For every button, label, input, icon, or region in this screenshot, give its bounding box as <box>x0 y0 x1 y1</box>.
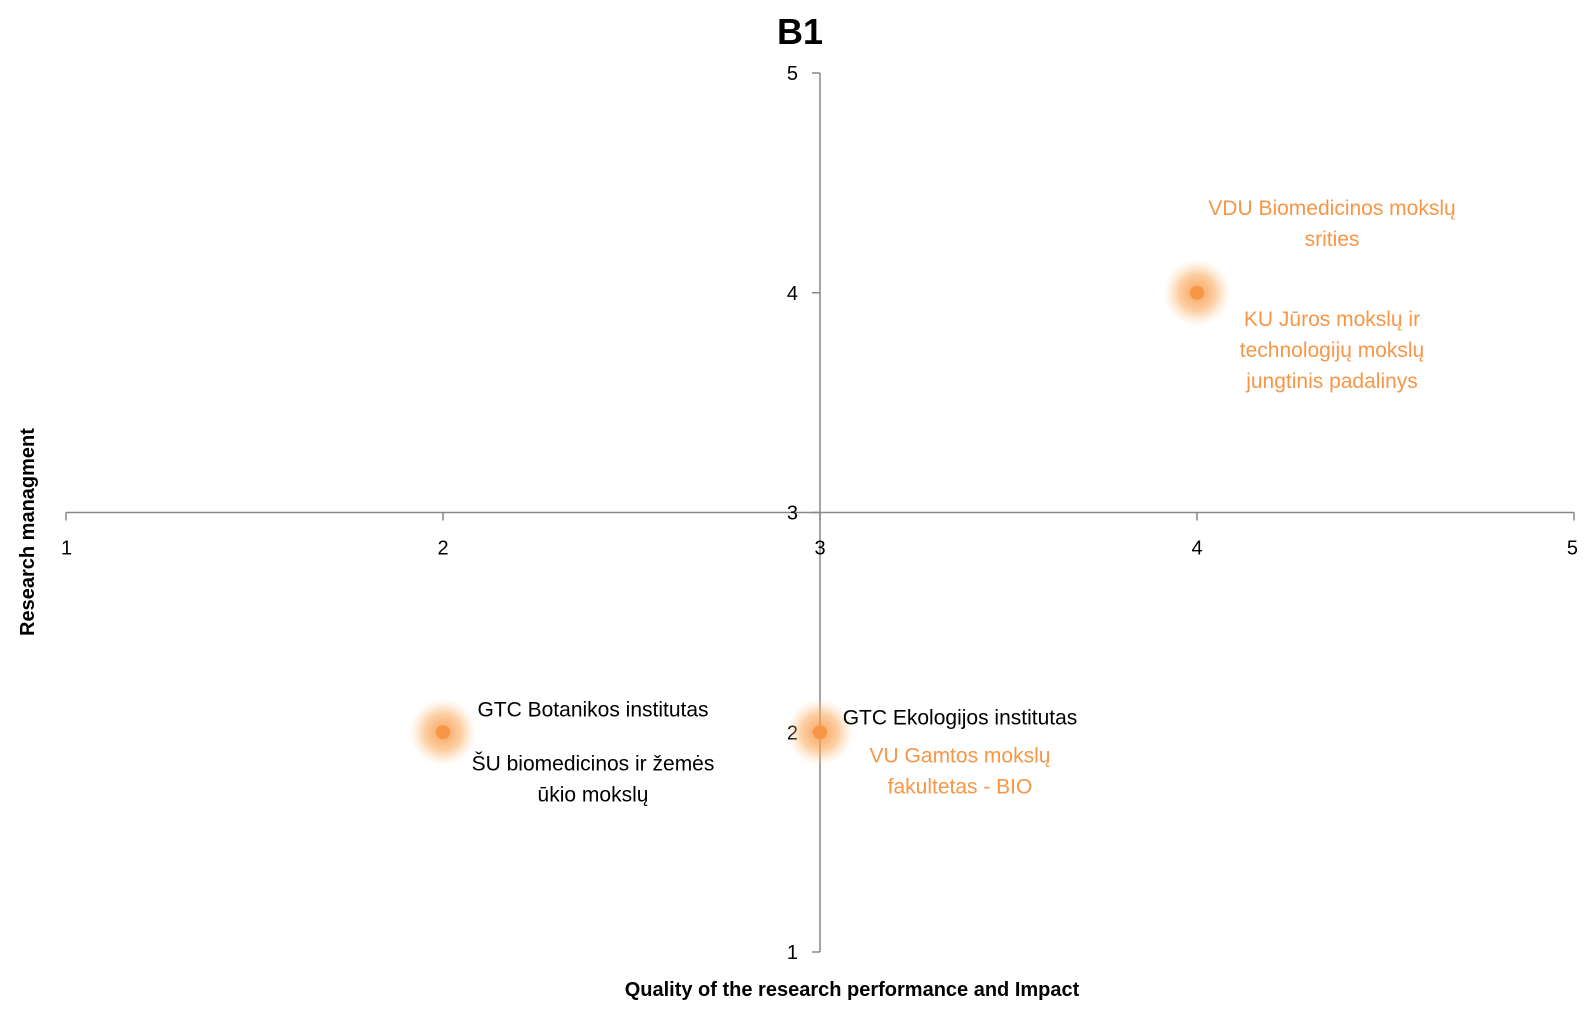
x-tick-label: 5 <box>1567 538 1578 560</box>
y-tick-label: 1 <box>787 942 798 964</box>
y-tick-label: 4 <box>787 283 798 305</box>
x-tick-label: 2 <box>437 538 448 560</box>
x-tick-label: 4 <box>1191 538 1202 560</box>
y-tick-label: 3 <box>787 503 798 525</box>
chart-title: B1 <box>777 11 823 52</box>
point-label: GTC Botanikos institutas <box>477 698 708 721</box>
data-points <box>409 258 1231 767</box>
x-axis-title: Quality of the research performance and … <box>625 979 1080 1001</box>
point-label: VU Gamtos mokslų fakultetas - BIO <box>870 744 1051 798</box>
point-label: GTC Ekologijos institutas <box>843 706 1078 729</box>
y-axis-title: Research managment <box>17 428 39 636</box>
data-point <box>436 725 450 740</box>
x-tick-label: 1 <box>61 538 72 560</box>
point-label: KU Jūros mokslų ir technologijų mokslų jun… <box>1240 308 1424 393</box>
y-tick-label: 5 <box>787 63 798 85</box>
x-tick-label: 3 <box>814 538 825 560</box>
data-point <box>1190 285 1204 300</box>
point-label: ŠU biomedicinos ir žemės ūkio mokslų <box>472 752 715 806</box>
data-point <box>813 725 827 740</box>
point-label: VDU Biomedicinos mokslų srities <box>1208 197 1455 251</box>
point-labels: VDU Biomedicinos mokslų srities KU Jūros m… <box>472 197 1456 807</box>
